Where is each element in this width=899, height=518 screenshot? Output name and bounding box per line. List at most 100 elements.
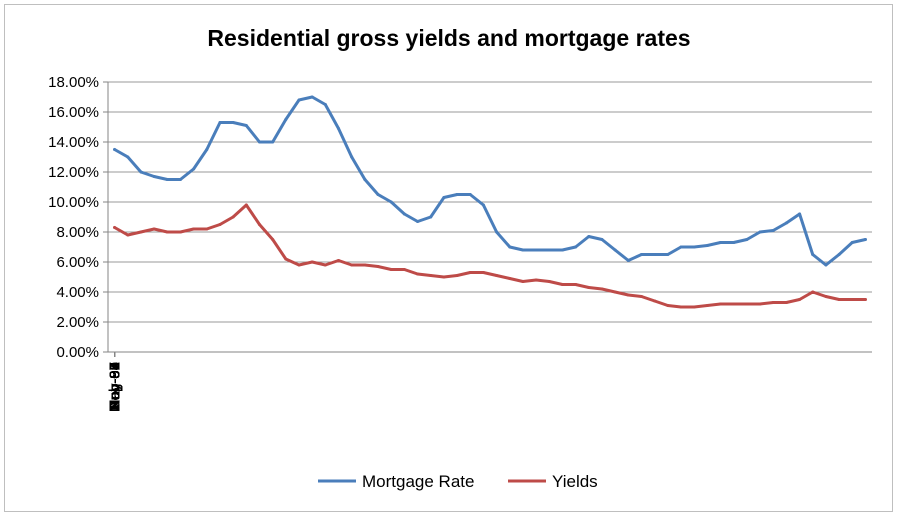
x-tick-label: Nov-84: [107, 362, 124, 410]
data-point: [574, 245, 578, 249]
data-point: [811, 253, 815, 256]
data-point: [455, 274, 459, 277]
data-point: [350, 155, 354, 159]
data-point: [178, 230, 182, 234]
x-tick-label: Nov-09: [107, 362, 124, 410]
data-point: [587, 286, 591, 289]
data-point: [376, 265, 380, 268]
x-tick-label: Aug-03: [107, 362, 124, 410]
data-point: [811, 290, 815, 294]
data-point: [850, 241, 854, 244]
data-point: [653, 299, 657, 303]
x-tick-label: Nov-89: [107, 362, 124, 410]
data-point: [824, 295, 828, 298]
data-point: [666, 253, 670, 256]
data-point: [231, 121, 235, 124]
data-point: [863, 238, 867, 241]
data-point: [679, 305, 683, 309]
chart-frame: [4, 4, 893, 512]
data-point: [442, 275, 446, 279]
data-point: [705, 304, 709, 307]
x-tick-label: Sep-83: [107, 362, 124, 410]
data-point: [192, 167, 196, 171]
data-point: [574, 283, 578, 286]
legend: Mortgage Rate Yields: [318, 472, 598, 491]
data-point: [310, 260, 314, 264]
data-point: [626, 293, 630, 297]
data-point: [639, 295, 643, 298]
series-line-0: [113, 95, 867, 267]
x-tick-label: May-87: [107, 362, 124, 412]
data-point: [824, 263, 828, 267]
data-point: [771, 301, 775, 304]
chart-title: Residential gross yields and mortgage ra…: [207, 25, 690, 51]
data-point: [192, 227, 196, 231]
data-point: [402, 212, 406, 216]
data-point: [139, 230, 143, 234]
data-point: [798, 212, 802, 216]
data-point: [126, 155, 130, 159]
data-point: [534, 248, 538, 252]
data-point: [113, 226, 117, 229]
data-point: [547, 280, 551, 283]
series-line-1: [113, 203, 867, 309]
data-point: [745, 238, 749, 241]
data-point: [732, 241, 736, 244]
data-point: [863, 298, 867, 301]
x-tick-label: May-92: [107, 362, 124, 412]
data-point: [547, 248, 551, 252]
data-point: [152, 227, 156, 231]
y-tick-label: 8.00%: [56, 224, 99, 241]
data-point: [323, 103, 327, 106]
data-point: [350, 263, 354, 267]
x-tick-label: Feb-86: [107, 362, 124, 410]
data-point: [613, 248, 617, 252]
data-point: [442, 196, 446, 199]
data-point: [481, 203, 485, 207]
data-point: [666, 304, 670, 307]
data-point: [468, 271, 472, 274]
data-point: [126, 233, 130, 237]
data-point: [257, 140, 261, 144]
data-point: [719, 241, 723, 244]
data-point: [429, 215, 433, 219]
data-point: [719, 302, 723, 306]
data-point: [139, 170, 143, 174]
data-point: [218, 121, 222, 124]
y-tick-label: 4.00%: [56, 284, 99, 301]
data-point: [284, 257, 288, 261]
data-point: [850, 298, 854, 301]
x-tick-label: Feb-96: [107, 362, 124, 410]
data-point: [113, 148, 117, 151]
data-point: [732, 302, 736, 306]
data-point: [402, 268, 406, 271]
x-tick-label: Aug-88: [107, 362, 124, 410]
data-point: [152, 175, 156, 178]
data-point: [560, 248, 564, 252]
data-point: [784, 301, 788, 304]
data-point: [495, 274, 499, 277]
data-point: [165, 230, 169, 234]
y-tick-label: 18.00%: [48, 74, 99, 91]
x-tick-label: Feb-06: [107, 362, 124, 410]
data-point: [337, 127, 341, 130]
data-point: [244, 124, 248, 127]
data-point: [363, 263, 367, 267]
y-tick-label: 10.00%: [48, 194, 99, 211]
data-point: [837, 253, 841, 256]
x-tick-label: May-07: [107, 362, 124, 412]
data-point: [416, 272, 420, 276]
data-point: [679, 245, 683, 249]
data-point: [758, 230, 762, 234]
data-point: [653, 253, 657, 256]
data-point: [297, 263, 301, 267]
data-point: [692, 305, 696, 309]
data-point: [560, 283, 564, 286]
data-point: [521, 280, 525, 283]
data-point: [468, 193, 472, 196]
data-point: [271, 140, 275, 144]
x-tick-label: Nov-94: [107, 362, 124, 410]
data-point: [495, 230, 499, 234]
legend-label: Mortgage Rate: [362, 472, 474, 491]
data-point: [297, 98, 301, 102]
